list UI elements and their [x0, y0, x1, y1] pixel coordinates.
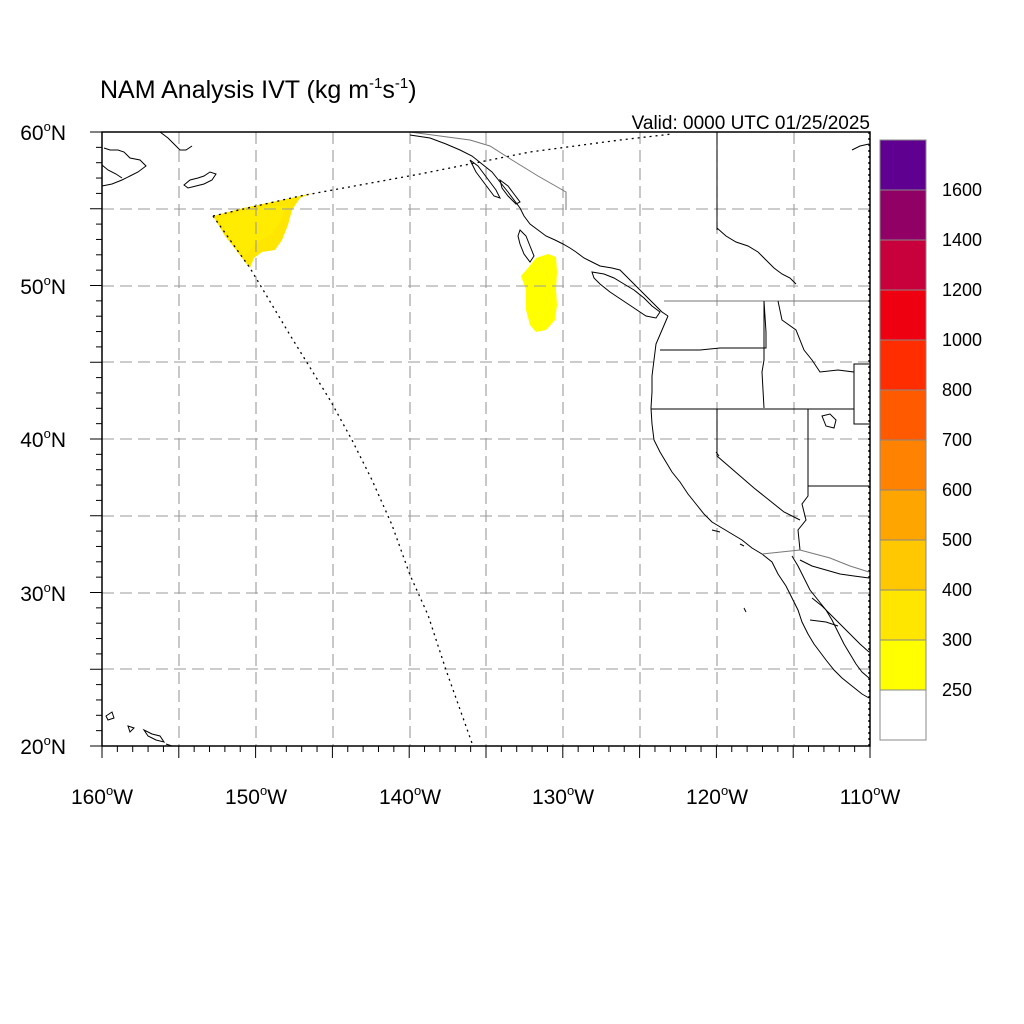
- mexico-state-border: [809, 619, 839, 627]
- colorbar-label: 500: [942, 530, 972, 550]
- colorbar-label: 1400: [942, 230, 982, 250]
- lon-tick-label: 130oW: [532, 783, 594, 809]
- alaska-coast-south: [101, 164, 123, 179]
- lon-tick-label: 150oW: [225, 783, 287, 809]
- latitude-labels: 60oN 50oN 40oN 30oN 20oN: [20, 119, 66, 759]
- title-sup-1: -1: [369, 75, 382, 92]
- se-alaska-panhandle: [409, 134, 577, 253]
- colorbar-label: 700: [942, 430, 972, 450]
- lat-tick-label: 30oN: [20, 580, 66, 606]
- title-end: ): [408, 76, 416, 104]
- bc-coast: [575, 251, 669, 317]
- lat-tick-label: 20oN: [20, 733, 66, 759]
- lon-tick-label: 140oW: [379, 783, 441, 809]
- baja-peninsula: [791, 555, 870, 679]
- colorbar-segment-below-min: [879, 689, 927, 741]
- mainland-mexico-coast: [811, 597, 870, 653]
- colorbar-segment: [879, 139, 927, 191]
- lon-tick-label: 120oW: [686, 783, 748, 809]
- ivt-colorbar: 250 300 400 500 600 700 800 1000 1200 1400 1600: [879, 139, 982, 741]
- alaska-canada-border: [409, 131, 567, 210]
- baja-gulf-side: [799, 559, 870, 579]
- colorbar-label: 1200: [942, 280, 982, 300]
- lat-tick-label: 50oN: [20, 273, 66, 299]
- colorbar-segment: [879, 589, 927, 641]
- ivt-shading: [213, 193, 557, 332]
- northern-coast-top-right: [851, 143, 870, 151]
- colorbar-label: 1600: [942, 180, 982, 200]
- longitude-labels: 160oW 150oW 140oW 130oW 120oW 110oW: [71, 783, 901, 809]
- se-alaska-islands-2: [499, 178, 521, 205]
- colorbar-label: 1000: [942, 330, 982, 350]
- gulf-of-alaska-plume-inner: [218, 206, 286, 256]
- vancouver-island: [591, 271, 661, 319]
- graticule: [102, 132, 870, 746]
- axis-tick-marks: [90, 131, 871, 758]
- political-boundaries: [409, 131, 870, 627]
- idaho-border: [761, 301, 765, 409]
- lon-tick-label: 160oW: [71, 783, 133, 809]
- map-title: NAM Analysis IVT (kg m-1s-1): [100, 75, 417, 104]
- great-salt-lake: [821, 413, 837, 429]
- title-sup-2: -1: [395, 75, 408, 92]
- colorbar-label: 600: [942, 480, 972, 500]
- title-mid: s: [382, 76, 395, 104]
- colorbar-segment: [879, 339, 927, 391]
- california-nevada-border: [716, 409, 801, 521]
- kodiak-island: [183, 171, 217, 189]
- se-alaska-islands: [469, 159, 501, 199]
- colorbar-segment: [879, 539, 927, 591]
- colorbar-segment: [879, 489, 927, 541]
- us-west-coast: [650, 315, 870, 699]
- colorbar-segment: [879, 439, 927, 491]
- lat-tick-label: 60oN: [20, 119, 66, 145]
- colorbar-segment: [879, 189, 927, 241]
- map-area: [90, 131, 871, 758]
- us-mexico-border: [761, 549, 870, 573]
- valid-time-label: Valid: 0000 UTC 01/25/2025: [632, 113, 870, 134]
- colorbar-segment: [879, 389, 927, 441]
- colorbar-segment: [879, 239, 927, 291]
- colorbar-segment: [879, 639, 927, 691]
- lon-tick-label: 110oW: [840, 783, 901, 809]
- colorbar-label: 800: [942, 380, 972, 400]
- lat-tick-label: 40oN: [20, 426, 66, 452]
- hawaii-islands: [105, 711, 173, 747]
- kenai-coast: [159, 131, 193, 151]
- alaska-coast: [101, 147, 147, 187]
- colorbar-label: 250: [942, 680, 972, 700]
- hudson-bay-coast: [716, 227, 797, 285]
- colorbar-segment: [879, 289, 927, 341]
- channel-islands: [711, 529, 747, 613]
- colorbar-label: 300: [942, 630, 972, 650]
- colorbar-label: 400: [942, 580, 972, 600]
- model-domain-boundary: [212, 132, 870, 747]
- haida-gwaii: [517, 229, 535, 263]
- wyoming-border: [853, 364, 869, 425]
- title-main: NAM Analysis IVT (kg m: [100, 76, 369, 104]
- arizona-border: [797, 486, 809, 551]
- washington-oregon-border: [660, 300, 767, 351]
- offshore-bc-plume: [521, 254, 557, 332]
- coastlines: [101, 131, 870, 747]
